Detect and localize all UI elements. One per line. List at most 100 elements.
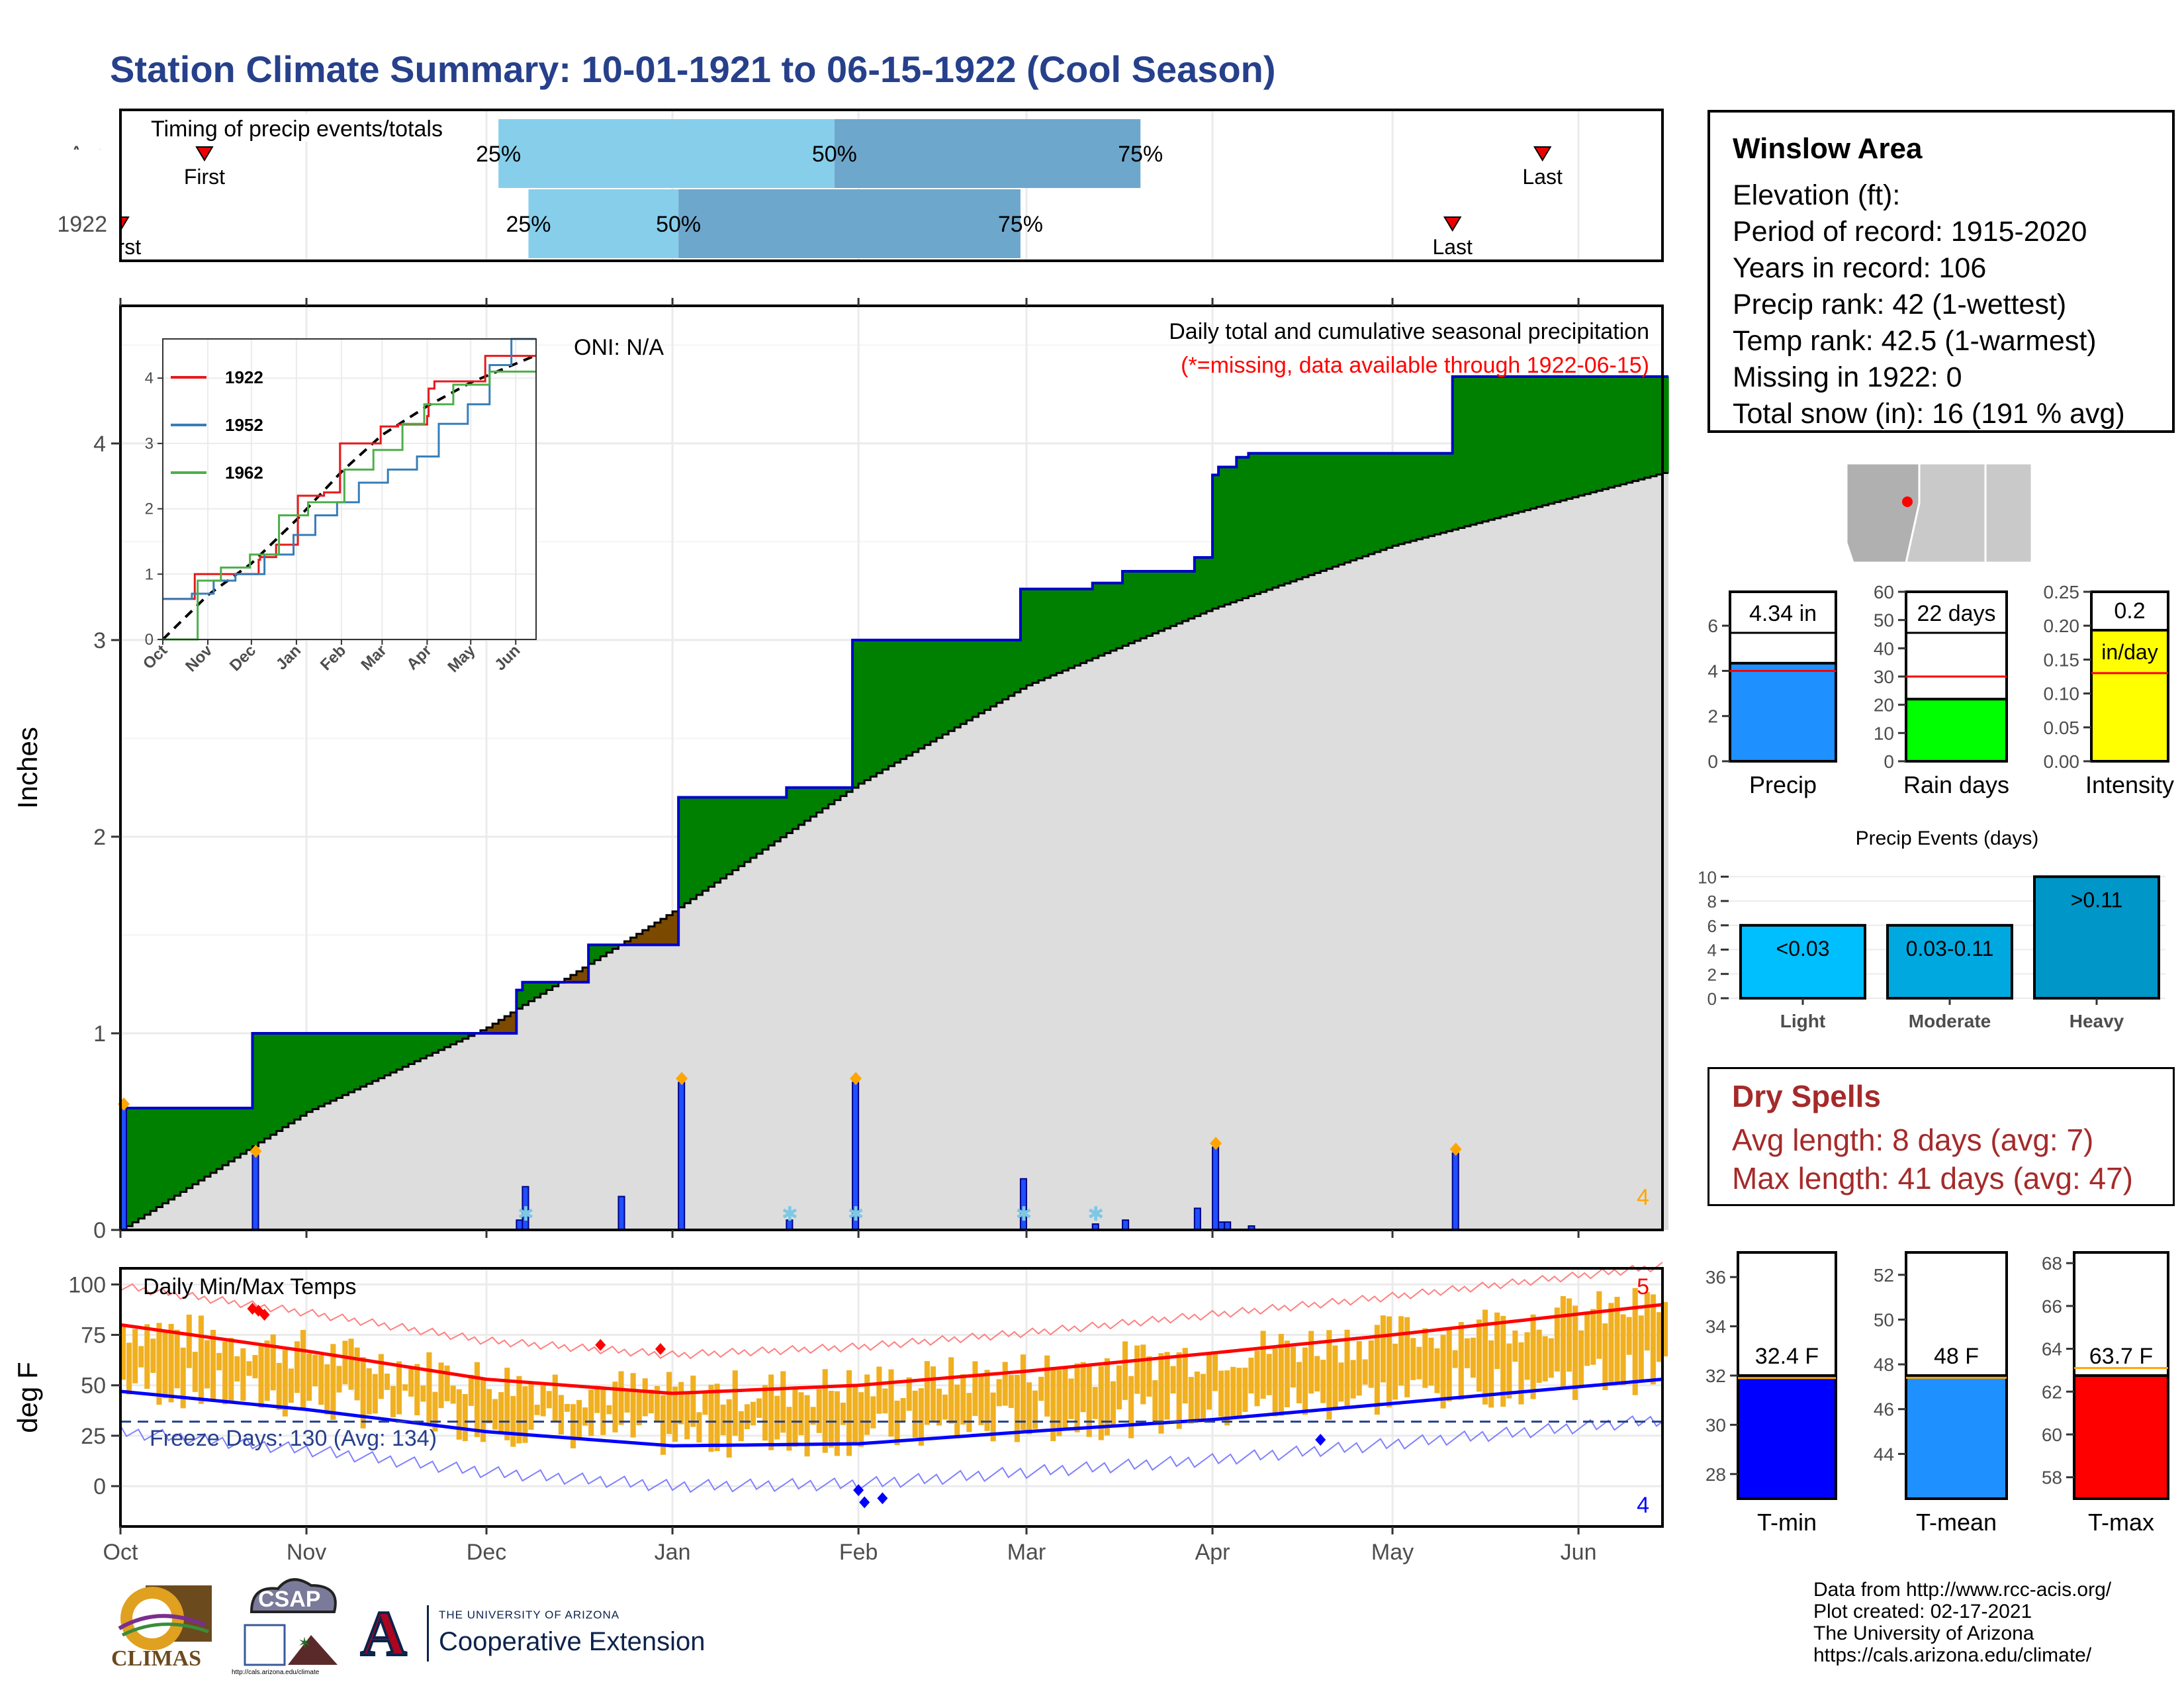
above-avg-fill [714, 797, 721, 883]
daily-temp-bar [162, 1331, 168, 1399]
above-avg-fill [228, 1107, 235, 1162]
daily-temp-bar [618, 1371, 624, 1425]
credit-line: The University of Arizona [1813, 1622, 2034, 1644]
daily-temp-bar [324, 1364, 330, 1415]
daily-temp-bar [1434, 1348, 1440, 1393]
map-state-arizona [1905, 462, 1987, 564]
daily-temp-bar [1272, 1348, 1278, 1417]
above-avg-fill [1488, 376, 1495, 520]
above-avg-fill [726, 797, 733, 874]
record-high-marker [655, 1342, 666, 1355]
above-avg-fill [258, 1033, 265, 1143]
daily-temp-bar [972, 1361, 978, 1416]
mini-ytick-label: 30 [1874, 667, 1894, 687]
timing-q50-label: 50% [656, 212, 701, 237]
above-avg-fill [954, 639, 961, 727]
timing-q75-label: 75% [998, 212, 1043, 237]
daily-temp-bar [522, 1386, 528, 1443]
daily-precip-bar [678, 1082, 686, 1231]
below-avg-fill [582, 967, 589, 982]
above-avg-fill [738, 797, 745, 867]
daily-temp-bar [1410, 1338, 1416, 1380]
daily-temp-bar [882, 1388, 888, 1414]
above-avg-fill [126, 1107, 133, 1227]
above-avg-fill [1212, 475, 1219, 609]
timing-q25-label: 25% [506, 212, 551, 237]
daily-temp-bar [1074, 1363, 1080, 1432]
above-avg-fill [864, 639, 871, 780]
record-low-count: 4 [1637, 1493, 1649, 1518]
above-avg-fill [1314, 453, 1321, 573]
above-avg-fill [1428, 453, 1435, 536]
below-avg-fill [630, 937, 637, 945]
above-avg-fill [1194, 557, 1201, 616]
mini-ytick-label: 40 [1874, 638, 1894, 659]
daily-temp-bar [1092, 1387, 1098, 1419]
daily-temp-bar [1530, 1314, 1536, 1399]
daily-temp-bar [816, 1389, 822, 1433]
above-avg-fill [1218, 467, 1225, 607]
above-avg-fill [702, 797, 709, 891]
daily-temp-bar [1356, 1340, 1362, 1396]
mini-ytick-label: 46 [1874, 1399, 1894, 1420]
daily-temp-bar [750, 1401, 756, 1426]
above-avg-fill [222, 1107, 229, 1166]
mini-ytick-label: 48 [1874, 1354, 1894, 1375]
timing-bar-q1 [498, 119, 835, 188]
daily-temp-bar [252, 1354, 258, 1379]
daily-temp-bar [174, 1329, 180, 1389]
inset-ytick-label: 1 [145, 565, 154, 583]
below-avg-fill [666, 915, 673, 945]
above-avg-fill [942, 639, 949, 735]
above-avg-fill [1038, 588, 1045, 680]
daily-temp-bar [702, 1393, 708, 1415]
daily-temp-bar [198, 1315, 204, 1404]
above-avg-fill [894, 639, 901, 763]
daily-temp-bar [168, 1324, 174, 1403]
daily-temp-bar [438, 1362, 444, 1409]
below-avg-fill [576, 971, 583, 982]
mini-value-bar [1905, 1374, 2008, 1500]
timing-q75-label: 75% [1118, 142, 1163, 167]
precip-ytick-label: 1 [93, 1021, 106, 1047]
event-bar [1739, 923, 1866, 1000]
above-avg-fill [1452, 376, 1459, 530]
daily-temp-bar [1320, 1360, 1326, 1403]
above-avg-fill [1410, 453, 1417, 541]
daily-temp-bar [534, 1405, 540, 1415]
above-avg-fill [426, 1033, 433, 1056]
daily-temp-bar [420, 1385, 426, 1402]
ua-big-text: Cooperative Extension [439, 1627, 705, 1656]
daily-temp-bar [1644, 1291, 1650, 1351]
station-years: Years in record: 106 [1733, 252, 1987, 284]
mini-title: Precip [1749, 771, 1817, 798]
above-avg-fill [162, 1107, 169, 1203]
daily-temp-bar [1170, 1366, 1176, 1394]
above-avg-fill [1188, 571, 1195, 619]
daily-temp-bar [144, 1324, 150, 1389]
above-avg-fill [978, 639, 985, 714]
above-avg-fill [294, 1033, 301, 1120]
timing-q25-label: 25% [476, 142, 521, 167]
above-avg-fill [1032, 588, 1039, 683]
daily-temp-bar [1398, 1316, 1404, 1386]
record-low-marker [853, 1484, 864, 1497]
daily-temp-bar [1488, 1340, 1494, 1408]
above-avg-fill [240, 1107, 247, 1154]
daily-temp-bar [606, 1405, 612, 1415]
above-avg-fill [882, 639, 889, 770]
above-avg-fill [1434, 453, 1441, 535]
above-avg-fill [1290, 453, 1297, 582]
above-avg-fill [1260, 453, 1267, 592]
above-avg-fill [234, 1107, 241, 1158]
above-avg-fill [438, 1033, 445, 1051]
above-avg-fill [870, 639, 877, 777]
temp-frame [119, 1267, 1664, 1528]
above-avg-fill [288, 1033, 295, 1124]
above-avg-fill [150, 1107, 157, 1211]
above-avg-fill [1242, 457, 1250, 598]
mini-ytick-label: 6 [1707, 616, 1718, 636]
events-ytick-label: 0 [1707, 989, 1717, 1009]
above-avg-fill [1614, 376, 1621, 487]
